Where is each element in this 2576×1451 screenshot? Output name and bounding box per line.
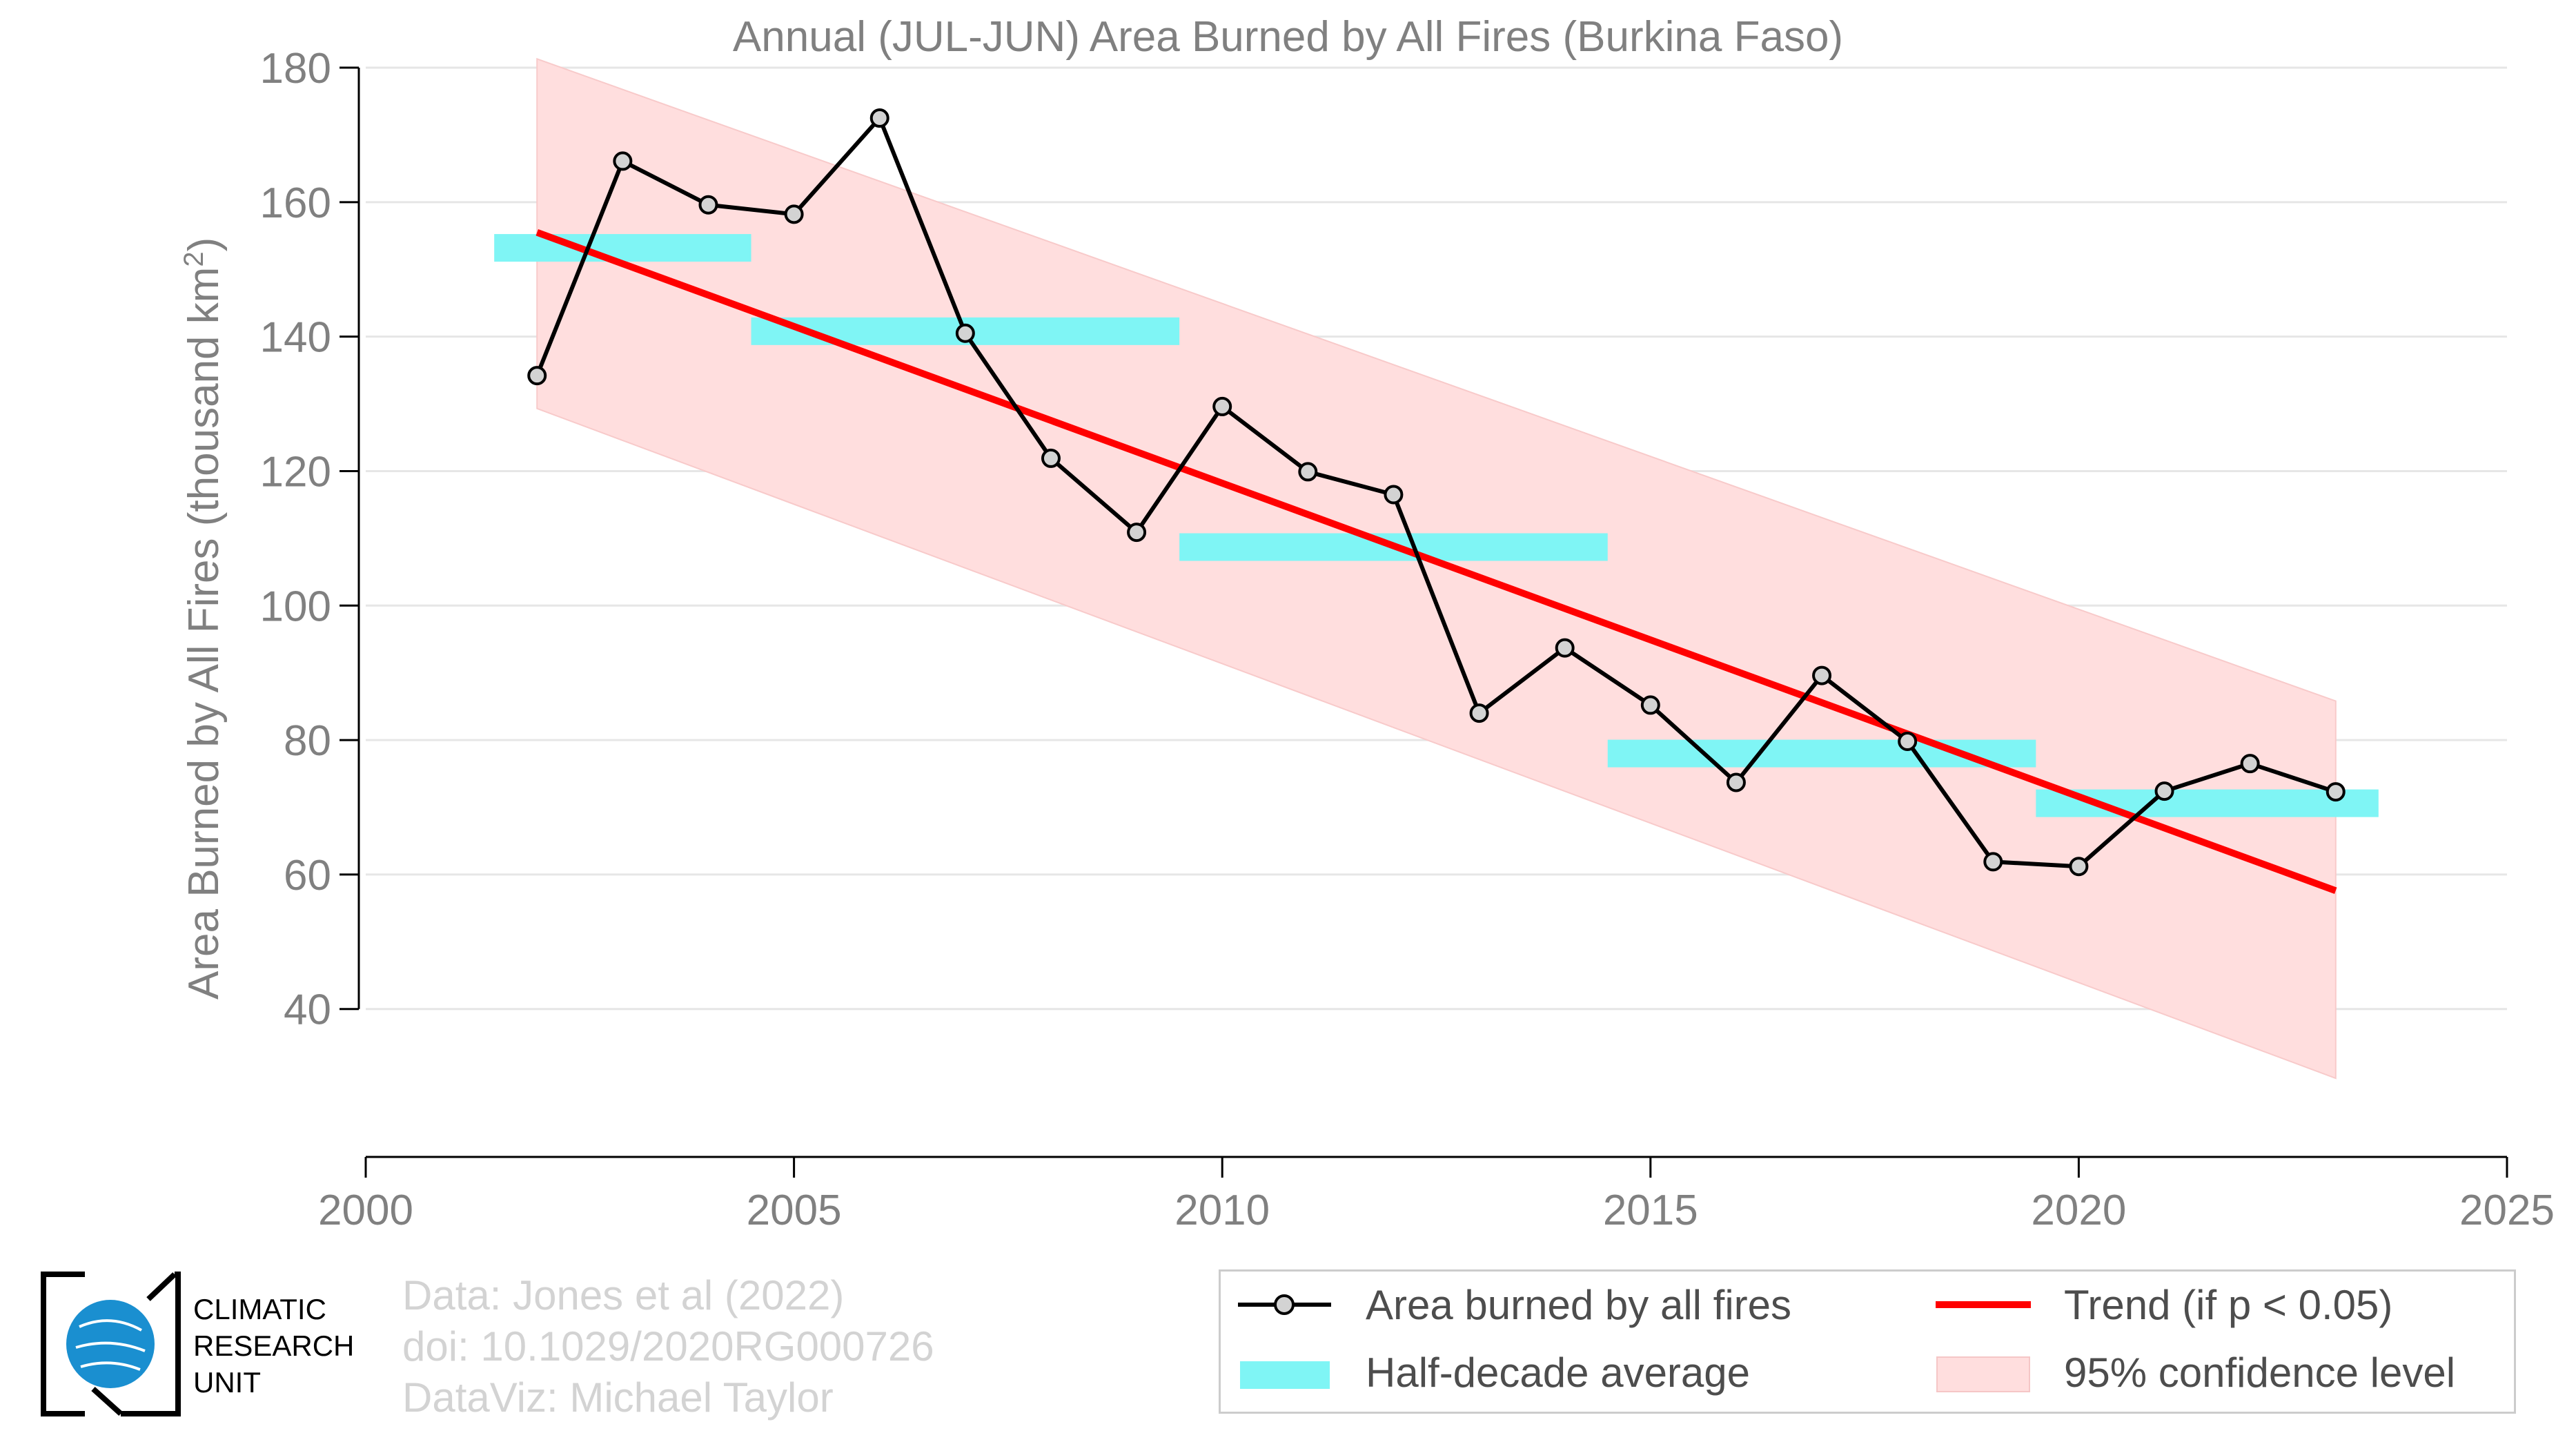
logo-line-3: UNIT: [193, 1366, 261, 1399]
logo-text: CLIMATIC RESEARCH UNIT: [193, 1291, 354, 1401]
y-tick-label: 140: [260, 314, 331, 362]
x-tick-label: 2025: [2459, 1187, 2555, 1234]
axis-layer: 180 160 140 120 100 80 60 40 2000 2005 2010 2015 202…: [260, 45, 2555, 1234]
legend-label-half-decade: Half-decade average: [1366, 1350, 1751, 1396]
data-point: [698, 195, 718, 215]
y-tick-label: 160: [260, 179, 331, 227]
half-decade-layer: [494, 234, 2379, 817]
cru-logo: [38, 1272, 369, 1416]
data-point: [613, 151, 633, 171]
data-point: [1726, 772, 1746, 792]
data-point: [1041, 448, 1061, 468]
data-point: [2326, 782, 2346, 802]
logo-line-1: CLIMATIC: [193, 1293, 326, 1325]
half-decade-bar: [1607, 739, 2036, 768]
data-point: [2069, 857, 2089, 877]
chart-title: Annual (JUL-JUN) Area Burned by All Fire…: [732, 13, 1844, 61]
credits: Data: Jones et al (2022) doi: 10.1029/20…: [402, 1270, 934, 1423]
y-tick-label: 100: [260, 583, 331, 630]
data-point: [1212, 396, 1232, 416]
trend-line: [535, 228, 2337, 894]
series-line: [535, 116, 2337, 869]
credit-dataviz: DataViz: Michael Taylor: [402, 1374, 834, 1421]
data-point: [1898, 732, 1918, 752]
x-tick-label: 2015: [1603, 1187, 1698, 1234]
legend-swatches: [1238, 1294, 2031, 1392]
data-point: [1983, 852, 2003, 872]
legend: Area burned by all fires Trend (if p < 0…: [1219, 1269, 2516, 1414]
data-point: [1298, 462, 1318, 482]
legend-label-band: 95% confidence level: [2064, 1350, 2456, 1396]
credit-data: Data: Jones et al (2022): [402, 1272, 845, 1318]
legend-swatch-marker: [1274, 1294, 1295, 1315]
data-point: [1469, 703, 1489, 723]
globe-icon: [41, 1272, 181, 1416]
data-point: [955, 323, 975, 343]
y-tick-label: 40: [284, 986, 331, 1034]
legend-swatch-half-decade: [1240, 1361, 1330, 1389]
data-point: [1384, 485, 1404, 505]
x-tick-label: 2000: [318, 1187, 413, 1234]
data-point: [2154, 781, 2174, 801]
data-point: [784, 204, 804, 224]
data-point: [527, 366, 547, 386]
y-tick-label: 180: [260, 45, 331, 92]
series-layer: [527, 108, 2346, 877]
confidence-band-layer: [536, 57, 2337, 1080]
chart-canvas: 180 160 140 120 100 80 60 40 2000 2005 2010 2015 202…: [260, 45, 2555, 1234]
legend-label-series: Area burned by all fires: [1366, 1282, 1791, 1328]
data-point: [869, 108, 889, 128]
y-tick-label: 120: [260, 448, 331, 496]
data-point: [1640, 695, 1660, 715]
y-tick-label: 60: [284, 852, 331, 899]
y-tick-label: 80: [284, 717, 331, 765]
x-tick-label: 2010: [1174, 1187, 1270, 1234]
confidence-band: [536, 57, 2337, 1080]
x-tick-label: 2005: [747, 1187, 842, 1234]
x-tick-label: 2020: [2031, 1187, 2126, 1234]
data-point: [1555, 638, 1575, 658]
legend-label-trend: Trend (if p < 0.05): [2064, 1282, 2393, 1328]
data-point: [2240, 754, 2260, 774]
data-point: [1127, 523, 1147, 543]
data-point: [1812, 665, 1832, 685]
trend-layer: [535, 228, 2337, 894]
half-decade-bar: [494, 234, 751, 262]
credit-doi: doi: 10.1029/2020RG000726: [402, 1323, 934, 1370]
logo-line-2: RESEARCH: [193, 1330, 355, 1362]
legend-swatch-band: [1936, 1356, 2030, 1392]
